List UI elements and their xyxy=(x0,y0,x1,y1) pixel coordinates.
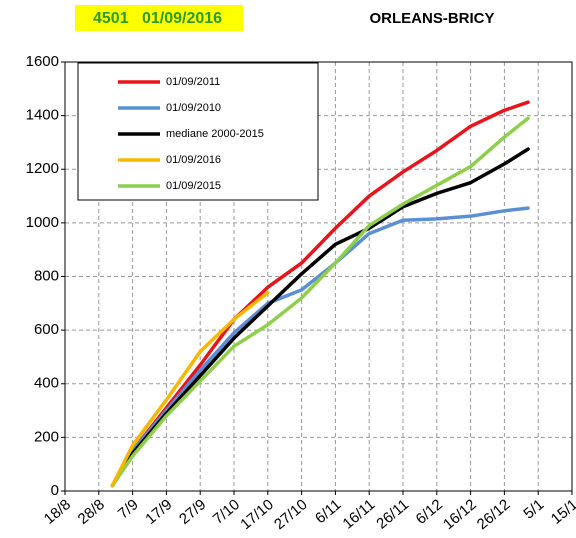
series-line xyxy=(110,100,530,488)
y-tick-label: 400 xyxy=(34,375,59,392)
x-tick-label: 18/8 xyxy=(41,496,74,528)
x-tick-label: 26/11 xyxy=(373,496,412,532)
x-tick-label: 17/10 xyxy=(237,496,277,533)
series-line xyxy=(110,116,530,488)
legend-label: 01/09/2016 xyxy=(166,154,221,166)
legend-label: 01/09/2015 xyxy=(166,180,221,192)
x-tick-label: 5/1 xyxy=(520,496,547,522)
x-tick-label: 7/9 xyxy=(115,496,142,522)
station-id: 4501 xyxy=(93,10,129,27)
series-line xyxy=(110,147,530,488)
legend-label: mediane 2000-2015 xyxy=(166,128,264,140)
x-tick-label: 27/10 xyxy=(271,496,311,533)
y-tick-label: 1400 xyxy=(26,107,59,124)
header-highlight xyxy=(75,5,243,31)
y-tick-label: 600 xyxy=(34,321,59,338)
y-tick-label: 1200 xyxy=(26,160,59,177)
y-tick-label: 200 xyxy=(34,428,59,445)
legend-label: 01/09/2011 xyxy=(166,76,220,88)
chart-title: ORLEANS-BRICY xyxy=(369,10,494,27)
x-tick-label: 16/11 xyxy=(339,496,378,532)
x-tick-label: 6/12 xyxy=(413,496,446,528)
y-tick-label: 800 xyxy=(34,267,59,284)
x-tick-label: 27/9 xyxy=(176,496,209,528)
series-line xyxy=(110,290,270,488)
y-tick-label: 1600 xyxy=(26,53,59,70)
x-tick-label: 26/12 xyxy=(474,496,514,533)
series-line xyxy=(110,206,530,488)
x-tick-label: 16/12 xyxy=(440,496,480,533)
x-tick-label: 17/9 xyxy=(142,496,175,528)
legend-box xyxy=(77,62,319,201)
header-date: 01/09/2016 xyxy=(142,10,222,27)
y-tick-label: 1000 xyxy=(26,214,59,231)
plot-border xyxy=(64,61,573,492)
x-tick-label: 6/11 xyxy=(312,496,344,527)
y-tick-label: 0 xyxy=(51,482,59,499)
x-tick-label: 15/1 xyxy=(548,496,576,528)
legend-label: 01/09/2010 xyxy=(166,102,221,114)
x-tick-label: 7/10 xyxy=(210,496,243,528)
x-tick-label: 28/8 xyxy=(75,496,108,528)
